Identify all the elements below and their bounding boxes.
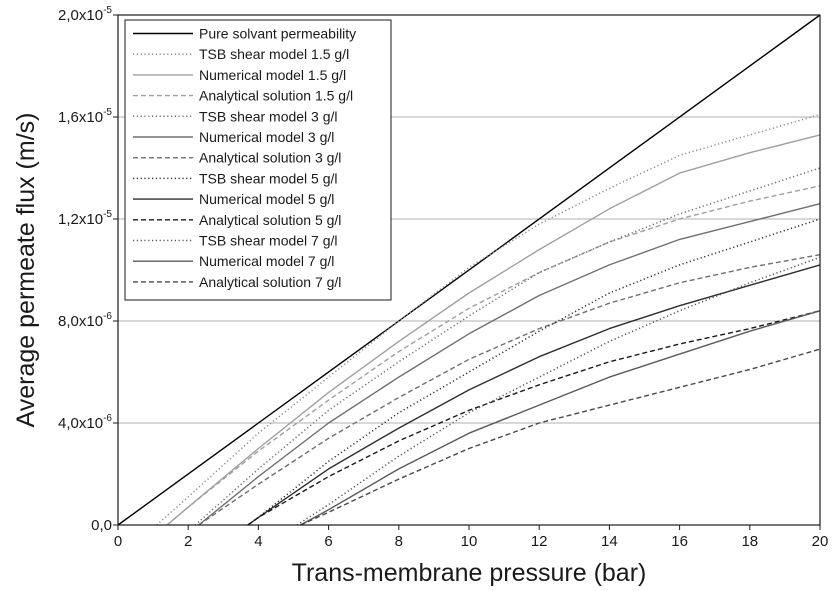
x-tick-label-0: 0 — [114, 533, 122, 550]
y-tick-label-3: 1,2x10-5 — [58, 209, 112, 228]
x-tick-label-2: 4 — [254, 533, 262, 550]
legend-label-1: TSB shear model 1.5 g/l — [199, 46, 349, 62]
x-tick-label-1: 2 — [184, 533, 192, 550]
legend-label-0: Pure solvant permeability — [199, 26, 356, 42]
series-line-9 — [247, 310, 821, 526]
series-line-8 — [247, 264, 821, 526]
y-tick-label-5: 2,0x10-5 — [58, 5, 112, 24]
y-tick-label-1: 4,0x10-6 — [58, 413, 112, 432]
series-line-11 — [300, 310, 821, 526]
y-tick-label-2: 8,0x10-6 — [58, 311, 112, 330]
legend-label-8: Numerical model 5 g/l — [199, 191, 334, 207]
legend-label-11: Numerical model 7 g/l — [199, 253, 334, 269]
x-tick-label-6: 12 — [531, 533, 548, 550]
y-tick-label-4: 1,6x10-5 — [58, 107, 112, 126]
legend-label-6: Analytical solution 3 g/l — [199, 150, 341, 166]
x-tick-label-10: 20 — [812, 533, 829, 550]
legend-label-5: Numerical model 3 g/l — [199, 129, 334, 145]
series-line-5 — [198, 203, 821, 526]
series-line-6 — [198, 254, 821, 526]
series-line-3 — [166, 185, 821, 526]
y-tick-label-0: 0,0 — [91, 517, 112, 534]
legend-label-2: Numerical model 1.5 g/l — [199, 67, 346, 83]
legend-label-4: TSB shear model 3 g/l — [199, 108, 338, 124]
x-axis-label: Trans-membrane pressure (bar) — [292, 559, 647, 587]
series-line-12 — [300, 348, 821, 526]
x-tick-label-9: 18 — [741, 533, 758, 550]
series-line-7 — [247, 218, 821, 526]
legend-label-10: TSB shear model 7 g/l — [199, 233, 338, 249]
legend: Pure solvant permeability TSB shear model… — [124, 19, 392, 301]
legend-label-9: Analytical solution 5 g/l — [199, 212, 341, 228]
legend-box — [124, 19, 392, 301]
x-tick-label-8: 16 — [671, 533, 688, 550]
y-axis-ticks: 0,0 4,0x10-6 8,0x10-6 1,2x10-5 1,6x10-5 2,0x1… — [58, 5, 118, 534]
x-tick-label-4: 8 — [395, 533, 403, 550]
legend-label-3: Analytical solution 1.5 g/l — [199, 88, 353, 104]
legend-label-12: Analytical solution 7 g/l — [199, 274, 341, 290]
series-lines — [117, 14, 821, 526]
x-tick-label-5: 10 — [461, 533, 478, 550]
series-line-2 — [166, 134, 821, 526]
x-axis-ticks: 0 2 4 6 8 10 12 14 16 18 20 — [114, 525, 829, 550]
legend-label-7: TSB shear model 5 g/l — [199, 170, 338, 186]
series-line-4 — [194, 167, 821, 526]
x-tick-label-3: 6 — [324, 533, 332, 550]
series-line-0 — [117, 14, 821, 526]
x-tick-label-7: 14 — [601, 533, 618, 550]
y-axis-label: Average permeate flux (m/s) — [12, 113, 40, 428]
